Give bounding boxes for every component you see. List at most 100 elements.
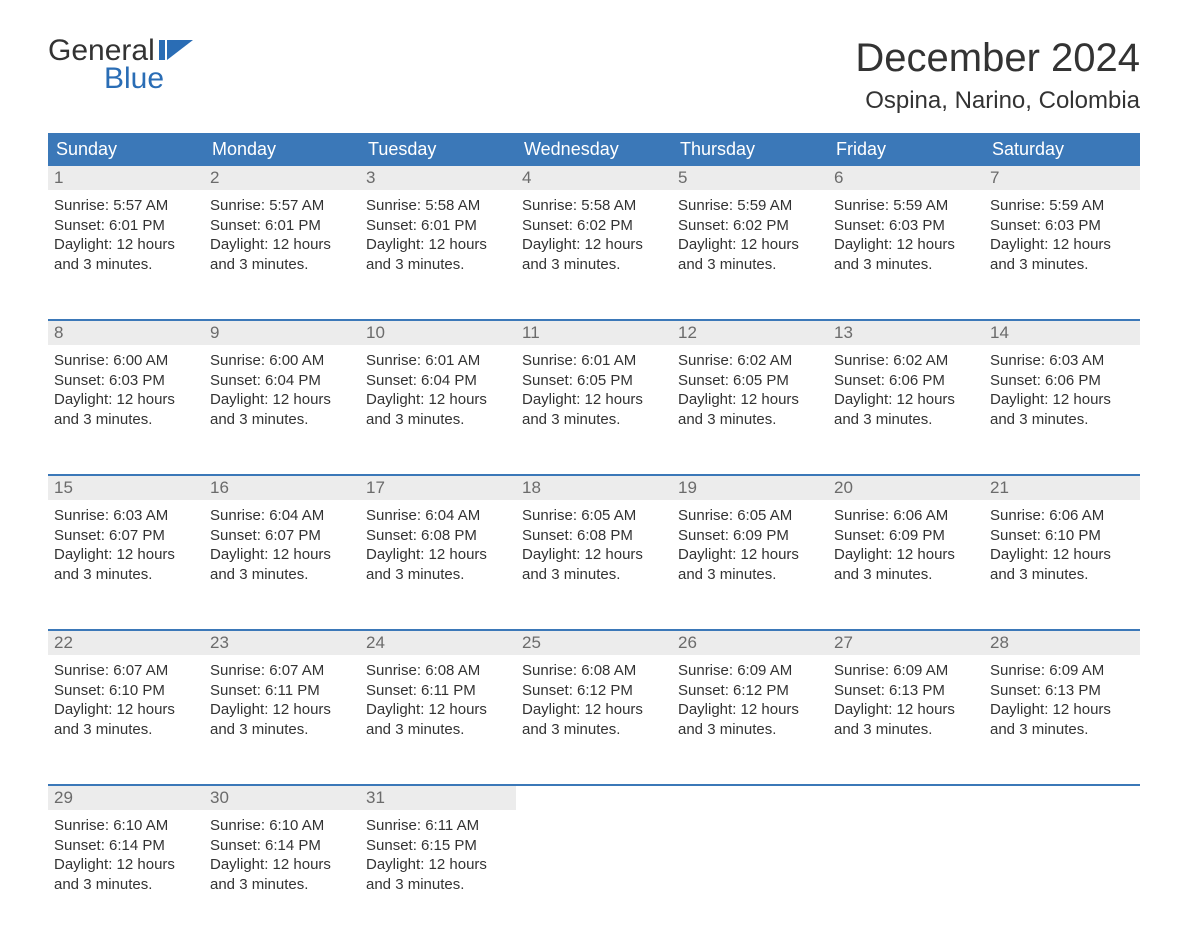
daylight-line2: and 3 minutes.: [678, 720, 822, 740]
daylight-line2: and 3 minutes.: [678, 410, 822, 430]
sunset-text: Sunset: 6:01 PM: [54, 216, 198, 236]
sunset-text: Sunset: 6:06 PM: [990, 371, 1134, 391]
detail-row: Sunrise: 6:07 AMSunset: 6:10 PMDaylight:…: [48, 655, 1140, 785]
daylight-line1: Daylight: 12 hours: [678, 235, 822, 255]
daylight-line1: Daylight: 12 hours: [54, 855, 198, 875]
daylight-line1: Daylight: 12 hours: [522, 235, 666, 255]
day-detail-cell: Sunrise: 5:57 AMSunset: 6:01 PMDaylight:…: [204, 190, 360, 320]
sunset-text: Sunset: 6:02 PM: [678, 216, 822, 236]
day-detail-cell: Sunrise: 5:58 AMSunset: 6:01 PMDaylight:…: [360, 190, 516, 320]
sunrise-text: Sunrise: 6:04 AM: [210, 506, 354, 526]
day-detail-cell: Sunrise: 6:03 AMSunset: 6:06 PMDaylight:…: [984, 345, 1140, 475]
day-number-cell: 7: [984, 166, 1140, 190]
sunset-text: Sunset: 6:13 PM: [990, 681, 1134, 701]
day-number-cell: [672, 785, 828, 810]
daylight-line1: Daylight: 12 hours: [210, 545, 354, 565]
daylight-line1: Daylight: 12 hours: [522, 390, 666, 410]
sunrise-text: Sunrise: 6:02 AM: [678, 351, 822, 371]
day-detail-cell: Sunrise: 6:07 AMSunset: 6:11 PMDaylight:…: [204, 655, 360, 785]
sunset-text: Sunset: 6:03 PM: [990, 216, 1134, 236]
day-detail-cell: [516, 810, 672, 940]
daylight-line1: Daylight: 12 hours: [366, 390, 510, 410]
detail-row: Sunrise: 6:10 AMSunset: 6:14 PMDaylight:…: [48, 810, 1140, 940]
daylight-line2: and 3 minutes.: [990, 720, 1134, 740]
sunset-text: Sunset: 6:12 PM: [678, 681, 822, 701]
day-number-cell: [828, 785, 984, 810]
col-header: Monday: [204, 133, 360, 166]
sunset-text: Sunset: 6:07 PM: [210, 526, 354, 546]
day-number-cell: 25: [516, 630, 672, 655]
day-number-cell: 27: [828, 630, 984, 655]
day-number-cell: 14: [984, 320, 1140, 345]
sunrise-text: Sunrise: 6:10 AM: [54, 816, 198, 836]
sunrise-text: Sunrise: 6:01 AM: [522, 351, 666, 371]
daylight-line1: Daylight: 12 hours: [366, 855, 510, 875]
daylight-line2: and 3 minutes.: [678, 255, 822, 275]
day-number-cell: 5: [672, 166, 828, 190]
daylight-line1: Daylight: 12 hours: [678, 700, 822, 720]
day-number-cell: 9: [204, 320, 360, 345]
daylight-line1: Daylight: 12 hours: [210, 855, 354, 875]
sunset-text: Sunset: 6:07 PM: [54, 526, 198, 546]
col-header: Thursday: [672, 133, 828, 166]
daylight-line1: Daylight: 12 hours: [522, 700, 666, 720]
day-number-cell: 4: [516, 166, 672, 190]
daynum-row: 15161718192021: [48, 475, 1140, 500]
day-detail-cell: Sunrise: 5:57 AMSunset: 6:01 PMDaylight:…: [48, 190, 204, 320]
day-detail-cell: Sunrise: 6:00 AMSunset: 6:03 PMDaylight:…: [48, 345, 204, 475]
sunrise-text: Sunrise: 6:00 AM: [210, 351, 354, 371]
sunset-text: Sunset: 6:14 PM: [210, 836, 354, 856]
daylight-line1: Daylight: 12 hours: [54, 390, 198, 410]
day-number-cell: 12: [672, 320, 828, 345]
day-detail-cell: Sunrise: 6:10 AMSunset: 6:14 PMDaylight:…: [48, 810, 204, 940]
daylight-line2: and 3 minutes.: [54, 565, 198, 585]
day-number-cell: 18: [516, 475, 672, 500]
col-header: Tuesday: [360, 133, 516, 166]
month-title: December 2024: [855, 36, 1140, 81]
day-detail-cell: Sunrise: 6:01 AMSunset: 6:04 PMDaylight:…: [360, 345, 516, 475]
day-number-cell: 24: [360, 630, 516, 655]
sunrise-text: Sunrise: 5:58 AM: [366, 196, 510, 216]
sunrise-text: Sunrise: 6:01 AM: [366, 351, 510, 371]
daylight-line2: and 3 minutes.: [522, 255, 666, 275]
daylight-line1: Daylight: 12 hours: [210, 700, 354, 720]
col-header: Wednesday: [516, 133, 672, 166]
sunrise-text: Sunrise: 5:58 AM: [522, 196, 666, 216]
sunrise-text: Sunrise: 6:06 AM: [834, 506, 978, 526]
daylight-line2: and 3 minutes.: [366, 410, 510, 430]
daylight-line2: and 3 minutes.: [678, 565, 822, 585]
day-number-cell: [984, 785, 1140, 810]
daylight-line1: Daylight: 12 hours: [54, 545, 198, 565]
sunset-text: Sunset: 6:11 PM: [210, 681, 354, 701]
daylight-line1: Daylight: 12 hours: [678, 390, 822, 410]
sunset-text: Sunset: 6:04 PM: [210, 371, 354, 391]
daylight-line2: and 3 minutes.: [834, 565, 978, 585]
daylight-line2: and 3 minutes.: [522, 410, 666, 430]
calendar-table: Sunday Monday Tuesday Wednesday Thursday…: [48, 133, 1140, 940]
sunset-text: Sunset: 6:12 PM: [522, 681, 666, 701]
daylight-line1: Daylight: 12 hours: [990, 390, 1134, 410]
day-detail-cell: [828, 810, 984, 940]
daylight-line2: and 3 minutes.: [54, 875, 198, 895]
daylight-line2: and 3 minutes.: [210, 565, 354, 585]
daynum-row: 22232425262728: [48, 630, 1140, 655]
day-detail-cell: Sunrise: 6:06 AMSunset: 6:10 PMDaylight:…: [984, 500, 1140, 630]
sunset-text: Sunset: 6:09 PM: [834, 526, 978, 546]
daylight-line1: Daylight: 12 hours: [678, 545, 822, 565]
day-detail-cell: [672, 810, 828, 940]
day-detail-cell: Sunrise: 6:02 AMSunset: 6:06 PMDaylight:…: [828, 345, 984, 475]
sunrise-text: Sunrise: 6:05 AM: [678, 506, 822, 526]
day-number-cell: 17: [360, 475, 516, 500]
day-number-cell: 8: [48, 320, 204, 345]
sunrise-text: Sunrise: 6:10 AM: [210, 816, 354, 836]
daylight-line2: and 3 minutes.: [54, 720, 198, 740]
sunrise-text: Sunrise: 6:11 AM: [366, 816, 510, 836]
daylight-line1: Daylight: 12 hours: [834, 390, 978, 410]
day-number-cell: 21: [984, 475, 1140, 500]
sunrise-text: Sunrise: 6:09 AM: [990, 661, 1134, 681]
sunrise-text: Sunrise: 6:08 AM: [366, 661, 510, 681]
title-block: December 2024 Ospina, Narino, Colombia: [855, 36, 1140, 115]
daylight-line1: Daylight: 12 hours: [834, 545, 978, 565]
daylight-line2: and 3 minutes.: [210, 410, 354, 430]
daylight-line1: Daylight: 12 hours: [990, 545, 1134, 565]
